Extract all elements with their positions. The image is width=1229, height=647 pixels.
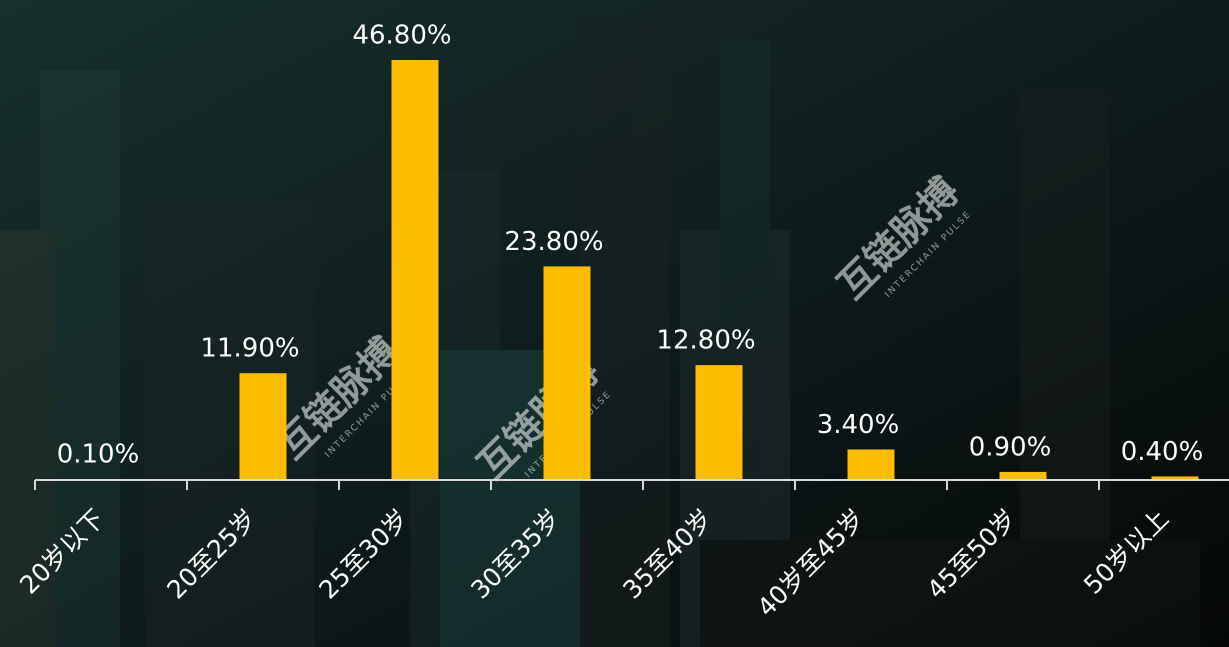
page: 互链脉搏INTERCHAIN PULSE互链脉搏INTERCHAIN PULSE… bbox=[0, 0, 1229, 647]
bar bbox=[696, 365, 743, 480]
bar bbox=[848, 449, 895, 480]
value-label: 46.80% bbox=[352, 21, 451, 51]
value-label: 12.80% bbox=[656, 326, 755, 356]
bar bbox=[392, 60, 439, 480]
value-label: 3.40% bbox=[817, 410, 900, 440]
value-label: 0.10% bbox=[57, 440, 140, 470]
value-label: 11.90% bbox=[200, 334, 299, 364]
value-label: 23.80% bbox=[504, 227, 603, 257]
value-label: 0.90% bbox=[969, 432, 1052, 462]
value-label: 0.40% bbox=[1121, 437, 1204, 467]
chart: 互链脉搏INTERCHAIN PULSE互链脉搏INTERCHAIN PULSE… bbox=[0, 0, 1229, 647]
bar bbox=[240, 373, 287, 480]
bar bbox=[544, 266, 591, 480]
bar bbox=[1000, 472, 1047, 480]
